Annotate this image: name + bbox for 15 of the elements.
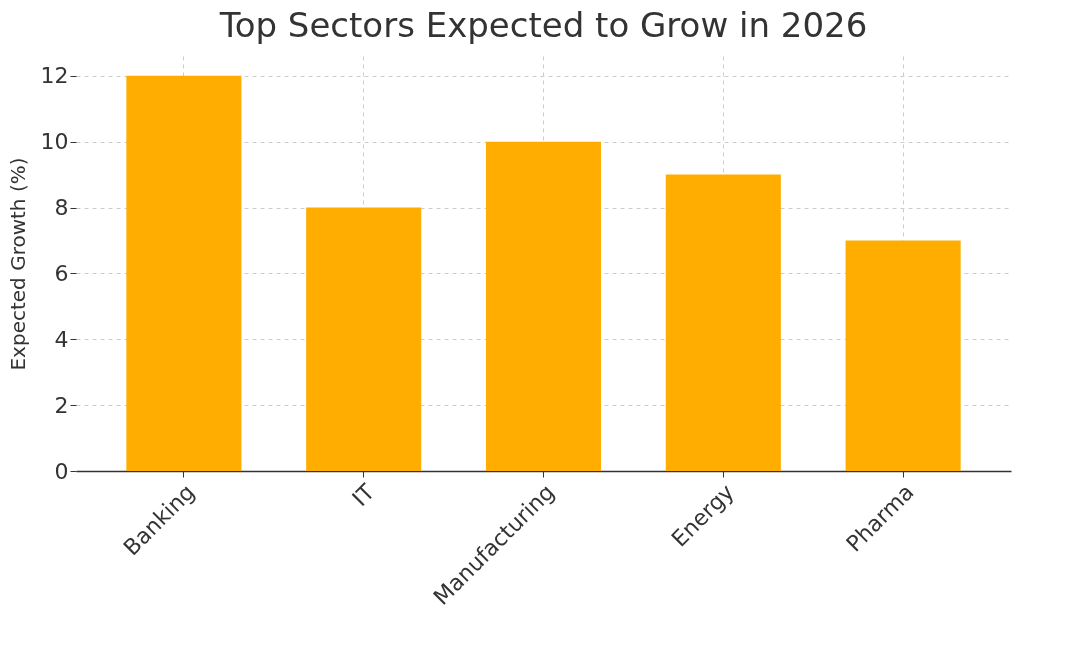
y-tick-label: 10: [40, 129, 69, 155]
bar: [126, 75, 242, 471]
y-tick-label: 2: [54, 392, 69, 418]
bar: [306, 207, 422, 471]
y-tick-label: 6: [54, 260, 69, 286]
chart-title: Top Sectors Expected to Grow in 2026: [218, 5, 868, 45]
bar: [845, 240, 961, 471]
x-tick-label: IT: [347, 478, 380, 512]
y-tick-label: 12: [40, 63, 69, 89]
y-tick-label: 4: [54, 326, 69, 352]
y-axis-title: Expected Growth (%): [5, 157, 30, 371]
y-tick-label: 8: [54, 195, 69, 221]
bar: [485, 141, 602, 471]
y-tick-label: 0: [54, 458, 69, 484]
bar: [665, 174, 781, 471]
